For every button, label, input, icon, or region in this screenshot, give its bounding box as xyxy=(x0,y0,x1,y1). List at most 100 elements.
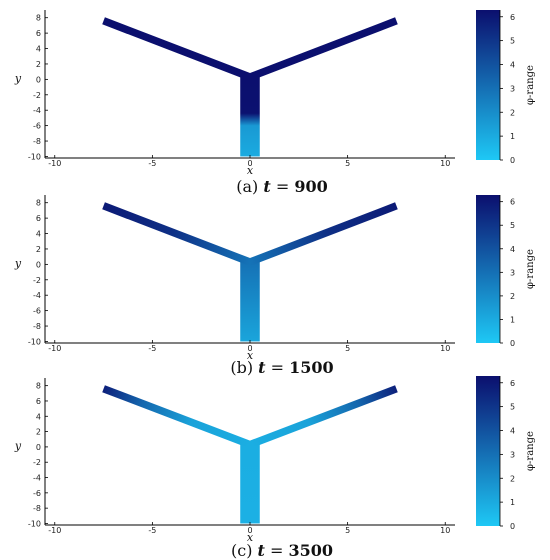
colorbar-tick-label: 2 xyxy=(510,474,515,483)
caption-variable: t xyxy=(263,177,271,196)
panel-caption: (c) t = 3500 xyxy=(231,541,333,560)
junction-stem xyxy=(240,76,260,157)
x-tick-label: -5 xyxy=(148,344,156,353)
y-tick-label: 4 xyxy=(36,230,41,239)
y-tick-label: 0 xyxy=(36,443,41,452)
caption-equals: = xyxy=(271,177,295,196)
x-tick-label: -10 xyxy=(48,159,61,168)
colorbar-tick-label: 1 xyxy=(510,315,515,324)
y-tick-label: 0 xyxy=(36,75,41,84)
y-tick-label: -6 xyxy=(33,489,41,498)
colorbar xyxy=(476,376,500,526)
x-tick-label: 5 xyxy=(345,526,350,535)
caption-prefix: (c) xyxy=(231,541,258,560)
panel-caption: (b) t = 1500 xyxy=(230,358,333,377)
caption-equals: = xyxy=(266,358,290,377)
x-tick-label: 10 xyxy=(440,526,450,535)
y-tick-label: -4 xyxy=(33,474,41,483)
colorbar-tick-label: 5 xyxy=(510,221,515,230)
junction-arm-left xyxy=(102,202,252,266)
y-tick-label: 2 xyxy=(36,245,41,254)
y-tick-label: -8 xyxy=(33,322,41,331)
caption-time-value: 900 xyxy=(294,177,327,196)
colorbar-tick-label: 6 xyxy=(510,13,515,22)
colorbar xyxy=(476,195,500,343)
colorbar-tick-label: 6 xyxy=(510,198,515,207)
colorbar-tick-label: 3 xyxy=(510,450,515,459)
caption-time-value: 1500 xyxy=(289,358,334,377)
caption-prefix: (a) xyxy=(236,177,263,196)
y-tick-label: 8 xyxy=(36,14,41,23)
y-tick-label: -4 xyxy=(33,106,41,115)
colorbar-tick-label: 5 xyxy=(510,403,515,412)
x-tick-label: -10 xyxy=(48,344,61,353)
junction-arm-right xyxy=(248,202,398,266)
y-tick-label: 6 xyxy=(36,214,41,223)
colorbar-tick-label: 2 xyxy=(510,292,515,301)
y-tick-label: 4 xyxy=(36,412,41,421)
y-tick-label: -8 xyxy=(33,137,41,146)
x-axis-label: x xyxy=(247,531,254,544)
x-tick-label: 0 xyxy=(247,526,252,535)
y-tick-label: -2 xyxy=(33,91,41,100)
y-tick-label: -8 xyxy=(33,504,41,513)
y-tick-label: -10 xyxy=(28,152,41,161)
x-tick-label: 0 xyxy=(247,159,252,168)
colorbar-tick-label: 0 xyxy=(510,522,515,531)
caption-time-value: 3500 xyxy=(288,541,333,560)
y-tick-label: 8 xyxy=(36,382,41,391)
y-axis-label: y xyxy=(14,257,22,270)
y-tick-label: -10 xyxy=(28,337,41,346)
x-tick-label: -5 xyxy=(148,526,156,535)
x-axis-label: x xyxy=(247,164,254,177)
colorbar-tick-label: 6 xyxy=(510,379,515,388)
junction-arm-left xyxy=(102,385,252,449)
junction-arm-left xyxy=(102,17,252,81)
colorbar-tick-label: 0 xyxy=(510,156,515,165)
x-tick-label: 0 xyxy=(247,344,252,353)
y-tick-label: 2 xyxy=(36,60,41,69)
colorbar-tick-label: 4 xyxy=(510,245,515,254)
x-tick-label: 5 xyxy=(345,159,350,168)
y-tick-label: 4 xyxy=(36,45,41,54)
y-tick-label: 6 xyxy=(36,29,41,38)
colorbar-label: φ-range xyxy=(525,65,536,105)
junction-stem xyxy=(240,261,260,342)
y-tick-label: -4 xyxy=(33,291,41,300)
caption-variable: t xyxy=(258,541,266,560)
x-tick-label: 10 xyxy=(440,344,450,353)
colorbar-tick-label: 4 xyxy=(510,427,515,436)
y-axis-label: y xyxy=(14,72,22,85)
y-tick-label: -2 xyxy=(33,458,41,467)
colorbar-label: φ-range xyxy=(525,249,536,289)
x-tick-label: -10 xyxy=(48,526,61,535)
x-tick-label: 10 xyxy=(440,159,450,168)
caption-variable: t xyxy=(258,358,266,377)
colorbar-tick-label: 1 xyxy=(510,498,515,507)
caption-prefix: (b) xyxy=(230,358,258,377)
y-axis-label: y xyxy=(14,440,22,453)
colorbar-tick-label: 4 xyxy=(510,61,515,70)
colorbar xyxy=(476,10,500,160)
y-tick-label: -6 xyxy=(33,307,41,316)
colorbar-tick-label: 2 xyxy=(510,108,515,117)
colorbar-tick-label: 1 xyxy=(510,132,515,141)
x-tick-label: 5 xyxy=(345,344,350,353)
panel-caption: (a) t = 900 xyxy=(236,177,327,196)
y-tick-label: -2 xyxy=(33,276,41,285)
y-tick-label: 8 xyxy=(36,199,41,208)
colorbar-tick-label: 3 xyxy=(510,268,515,277)
y-tick-label: -6 xyxy=(33,122,41,131)
y-tick-label: 2 xyxy=(36,428,41,437)
colorbar-tick-label: 5 xyxy=(510,37,515,46)
colorbar-tick-label: 3 xyxy=(510,84,515,93)
colorbar-label: φ-range xyxy=(525,431,536,471)
y-tick-label: -10 xyxy=(28,519,41,528)
x-tick-label: -5 xyxy=(148,159,156,168)
y-tick-label: 0 xyxy=(36,260,41,269)
junction-arm-right xyxy=(248,17,398,81)
y-tick-label: 6 xyxy=(36,397,41,406)
